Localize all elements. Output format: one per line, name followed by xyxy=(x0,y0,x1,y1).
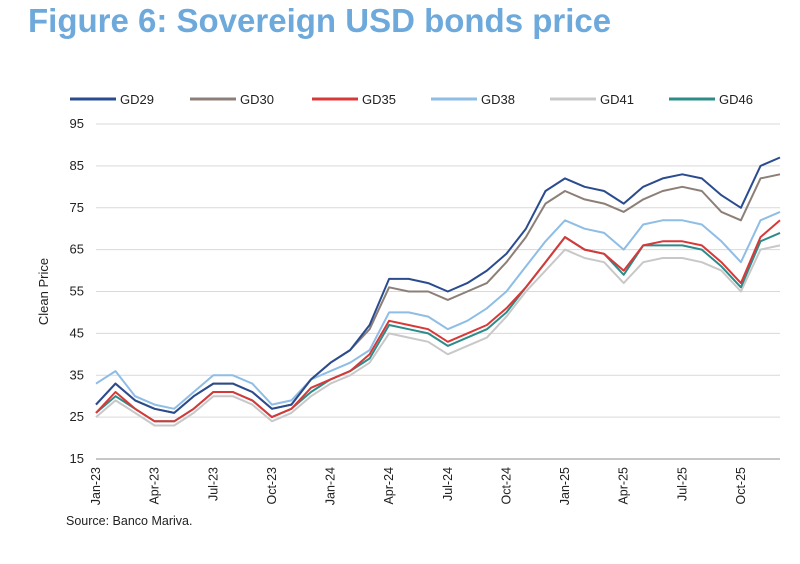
legend-label-gd35: GD35 xyxy=(362,92,396,107)
legend-label-gd30: GD30 xyxy=(240,92,274,107)
x-tick-label: Apr-24 xyxy=(382,467,396,505)
figure-title: Figure 6: Sovereign USD bonds price xyxy=(28,2,612,39)
series-line-gd41 xyxy=(95,244,781,427)
x-tick-label: Oct-24 xyxy=(499,467,513,505)
source-note: Source: Banco Mariva. xyxy=(66,514,193,528)
y-tick-label: 35 xyxy=(70,367,84,382)
x-tick-label: Jul-25 xyxy=(675,467,689,501)
legend-label-gd46: GD46 xyxy=(719,92,753,107)
series-line-gd30 xyxy=(95,173,781,414)
x-tick-label: Jan-25 xyxy=(558,467,572,505)
x-tick-label: Jan-23 xyxy=(89,467,103,505)
series-line-gd29 xyxy=(95,156,781,414)
legend-label-gd29: GD29 xyxy=(120,92,154,107)
y-tick-label: 75 xyxy=(70,200,84,215)
legend-label-gd38: GD38 xyxy=(481,92,515,107)
x-tick-label: Jul-24 xyxy=(441,467,455,501)
y-tick-label: 55 xyxy=(70,284,84,299)
x-tick-label: Oct-25 xyxy=(734,467,748,505)
y-tick-label: 45 xyxy=(70,325,84,340)
y-tick-label: 25 xyxy=(70,409,84,424)
y-axis-title: Clean Price xyxy=(36,258,51,325)
x-tick-label: Jul-23 xyxy=(206,467,220,501)
x-tick-label: Apr-23 xyxy=(148,467,162,505)
x-tick-label: Apr-25 xyxy=(617,467,631,505)
legend-label-gd41: GD41 xyxy=(600,92,634,107)
series-line-gd35 xyxy=(95,219,781,423)
series-line-gd38 xyxy=(95,210,781,410)
x-tick-label: Oct-23 xyxy=(265,467,279,505)
x-tick-label: Jan-24 xyxy=(324,467,338,505)
y-tick-label: 95 xyxy=(70,116,84,131)
y-tick-label: 65 xyxy=(70,242,84,257)
y-tick-label: 15 xyxy=(70,451,84,466)
y-tick-label: 85 xyxy=(70,158,84,173)
